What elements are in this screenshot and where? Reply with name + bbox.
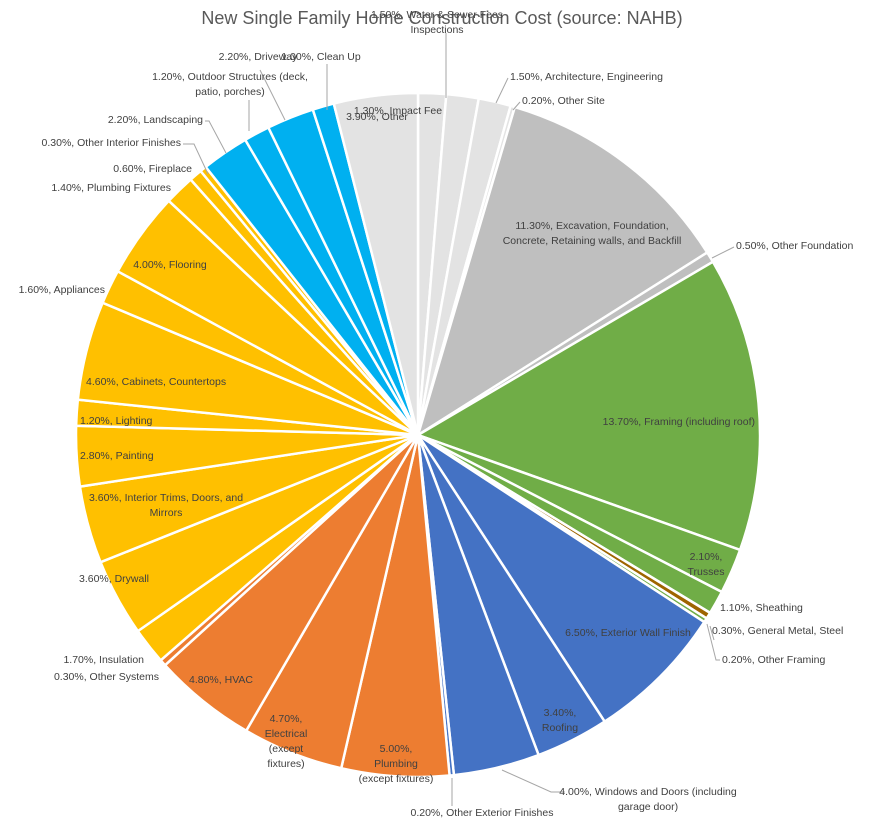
data-label: 1.20%, Outdoor Structures (deck, patio, p…	[152, 71, 308, 98]
leader-line	[709, 625, 715, 641]
data-label: 2.10%, Trusses	[688, 551, 725, 578]
data-label: 11.30%, Excavation, Foundation, Concrete,…	[503, 220, 682, 247]
leader-lines	[183, 33, 735, 806]
leader-line	[706, 623, 720, 661]
data-label: 3.60%, Interior Trims, Doors, and Mirrors	[89, 492, 243, 519]
data-label: 0.50%, Other Foundation	[736, 240, 853, 252]
data-label: 1.00%, Clean Up	[281, 51, 361, 63]
data-label: 13.70%, Framing (including roof)	[603, 416, 755, 428]
data-label: 0.30%, Other Systems	[54, 671, 159, 683]
leader-line	[512, 101, 521, 111]
chart-title: New Single Family Home Construction Cost…	[201, 8, 683, 28]
leader-line	[501, 769, 565, 793]
data-label: 6.50%, Exterior Wall Finish	[565, 627, 691, 639]
data-label: 1.20%, Lighting	[80, 415, 153, 427]
data-label: 1.50%, Architecture, Engineering	[510, 71, 663, 83]
pie-slice-framing-including-roof	[416, 260, 762, 552]
data-labels: 1.30%, Impact Fee 1.50%, Water & Sewer Fe…	[19, 9, 854, 819]
data-label: 1.40%, Plumbing Fixtures	[51, 182, 171, 194]
data-label: 4.60%, Cabinets, Countertops	[86, 376, 226, 388]
leader-line	[259, 69, 286, 121]
data-label: 1.10%, Sheathing	[720, 602, 803, 614]
pie-slice-excavation-foundation-concrete-retaining-walls-and-backfill	[416, 105, 709, 437]
data-label: 4.00%, Windows and Doors (including garag…	[559, 786, 737, 813]
pie-slice-other	[332, 91, 420, 437]
data-label: 4.80%, HVAC	[189, 674, 253, 686]
data-label: 2.80%, Painting	[80, 450, 154, 462]
data-label: 1.50%, Water & Sewer Fees Inspections	[371, 9, 503, 36]
data-label: 0.60%, Fireplace	[113, 163, 192, 175]
pie-slices	[74, 91, 762, 779]
data-label: 1.30%, Impact Fee	[354, 105, 442, 117]
data-label: 0.30%, General Metal, Steel	[712, 625, 843, 637]
leader-line	[183, 143, 209, 175]
data-label: 1.60%, Appliances	[19, 284, 105, 296]
data-label: 1.70%, Insulation	[63, 654, 144, 666]
leader-line	[711, 246, 735, 259]
leader-line	[205, 120, 227, 154]
data-label: 0.20%, Other Framing	[722, 654, 825, 666]
data-label: 3.90%, Other	[346, 111, 408, 123]
data-label: 0.20%, Other Exterior Finishes	[411, 807, 554, 819]
data-label: 0.20%, Other Site	[522, 95, 605, 107]
data-label: 5.00%, Plumbing (except fixtures)	[359, 743, 434, 785]
data-label: 3.60%, Drywall	[79, 573, 149, 585]
leader-line	[495, 77, 509, 104]
data-label: 4.70%, Electrical (except fixtures)	[265, 713, 308, 770]
data-label: 3.40%, Roofing	[542, 707, 578, 734]
data-label: 2.20%, Landscaping	[108, 114, 203, 126]
data-label: 0.30%, Other Interior Finishes	[42, 137, 181, 149]
data-label: 2.20%, Driveway	[219, 51, 299, 63]
pie-slice-exterior-wall-finish	[416, 433, 706, 723]
data-label: 4.00%, Flooring	[133, 259, 207, 271]
